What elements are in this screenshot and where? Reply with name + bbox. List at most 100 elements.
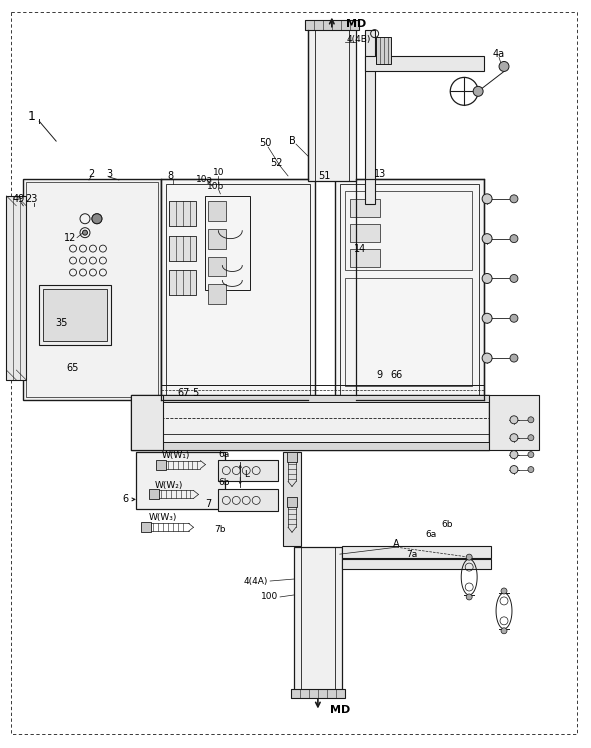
Text: 66: 66 [391, 370, 402, 380]
Text: W(W₃): W(W₃) [148, 513, 177, 522]
Bar [149, 489, 158, 500]
Text: A: A [393, 539, 400, 549]
Bar [209, 284, 226, 304]
Circle shape [499, 61, 509, 71]
Bar [131, 441, 489, 450]
Bar [342, 559, 491, 569]
Bar [43, 289, 107, 341]
Text: 4a: 4a [493, 49, 505, 58]
Circle shape [510, 354, 518, 362]
Circle shape [482, 194, 492, 203]
Text: 65: 65 [67, 363, 79, 373]
Text: 5: 5 [192, 388, 199, 398]
Circle shape [501, 588, 507, 594]
Text: 35: 35 [55, 318, 67, 328]
Text: 2: 2 [88, 169, 94, 179]
Bar [141, 522, 151, 533]
Circle shape [510, 434, 518, 441]
Text: 7: 7 [205, 500, 212, 509]
Text: 1: 1 [27, 110, 35, 123]
Text: L: L [244, 470, 249, 479]
Bar [209, 200, 226, 221]
Bar [131, 395, 163, 450]
Bar [168, 200, 196, 226]
Text: 50: 50 [259, 138, 271, 148]
Bar [365, 30, 375, 203]
Bar [7, 196, 26, 380]
Bar [218, 459, 278, 482]
Bar [335, 179, 484, 400]
Circle shape [83, 230, 87, 235]
Text: B: B [288, 136, 296, 146]
Circle shape [510, 235, 518, 242]
Bar [376, 37, 391, 64]
Circle shape [501, 628, 507, 634]
Bar [206, 196, 250, 290]
Bar [218, 489, 278, 512]
Bar [136, 452, 225, 509]
Circle shape [482, 274, 492, 283]
Bar [287, 497, 297, 507]
Text: 10a: 10a [196, 176, 213, 185]
Text: 67: 67 [177, 388, 190, 398]
Text: 12: 12 [64, 233, 76, 242]
Text: 10: 10 [213, 168, 224, 177]
Bar [345, 278, 472, 386]
Text: 9: 9 [376, 370, 382, 380]
Bar [161, 179, 315, 400]
Circle shape [466, 594, 472, 600]
Text: 7a: 7a [406, 550, 417, 559]
Bar [365, 57, 484, 71]
Bar [294, 548, 342, 691]
Circle shape [528, 467, 534, 473]
Text: 4(4A): 4(4A) [243, 577, 268, 586]
Bar [283, 452, 301, 546]
Text: 6: 6 [123, 494, 129, 504]
Bar [489, 395, 539, 450]
Text: 52: 52 [270, 158, 282, 168]
Text: 8: 8 [167, 171, 174, 181]
Bar [287, 452, 297, 462]
Text: 6a: 6a [426, 530, 437, 539]
Circle shape [510, 314, 518, 322]
Bar [340, 184, 479, 395]
Bar [168, 236, 196, 260]
Circle shape [528, 435, 534, 441]
Text: W(W₁): W(W₁) [161, 451, 190, 460]
Bar [168, 271, 196, 295]
Circle shape [473, 86, 483, 96]
Text: 3: 3 [106, 169, 112, 179]
Text: 6a: 6a [218, 450, 230, 459]
Bar [305, 19, 359, 30]
Bar [209, 257, 226, 277]
Text: 49: 49 [12, 194, 24, 203]
Text: 23: 23 [25, 194, 37, 203]
Text: 13: 13 [374, 169, 386, 179]
Text: 6b: 6b [441, 520, 453, 529]
Circle shape [528, 452, 534, 458]
Bar [308, 27, 356, 181]
Bar [345, 191, 472, 271]
Circle shape [510, 465, 518, 473]
Bar [26, 182, 158, 397]
Circle shape [92, 214, 102, 224]
Bar [350, 248, 379, 266]
Circle shape [510, 450, 518, 459]
Text: 7b: 7b [215, 525, 226, 534]
Bar [209, 229, 226, 248]
Text: 14: 14 [353, 244, 366, 254]
Circle shape [482, 353, 492, 363]
Circle shape [510, 416, 518, 424]
Text: 10b: 10b [207, 183, 224, 191]
Bar [23, 179, 161, 400]
Circle shape [510, 194, 518, 203]
Text: 51: 51 [319, 171, 331, 181]
Text: W(W₂): W(W₂) [154, 481, 183, 490]
Circle shape [482, 233, 492, 244]
Circle shape [482, 313, 492, 323]
Circle shape [466, 554, 472, 560]
Text: 100: 100 [261, 592, 278, 601]
Text: MD: MD [330, 705, 350, 715]
Text: MD: MD [346, 19, 366, 28]
Bar [131, 395, 489, 402]
